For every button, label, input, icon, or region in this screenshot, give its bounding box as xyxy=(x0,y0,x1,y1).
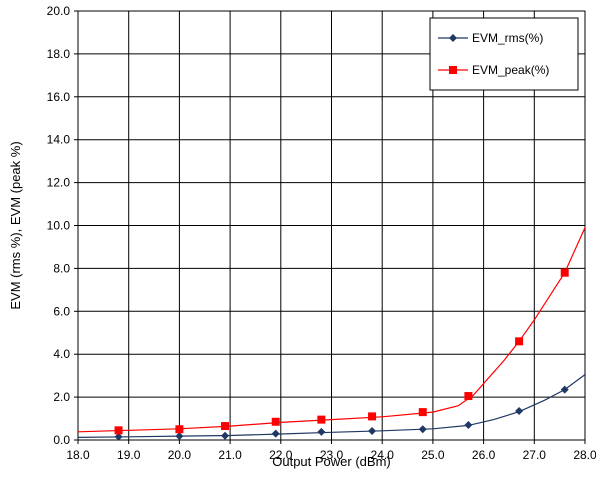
x-tick-label: 19.0 xyxy=(117,448,141,462)
data-point xyxy=(175,432,184,441)
x-axis: 18.0 19.0 20.0 21.0 22.0 23.0 24.0 25.0 26.0 27.0… xyxy=(66,440,596,462)
legend-label: EVM_rms(%) xyxy=(472,31,543,45)
y-tick-label: 2.0 xyxy=(53,390,70,404)
y-tick-label: 16.0 xyxy=(47,90,71,104)
data-point xyxy=(114,432,123,441)
x-tick-label: 22.0 xyxy=(269,448,293,462)
x-tick-label: 25.0 xyxy=(421,448,445,462)
series-line xyxy=(77,374,586,438)
series-line xyxy=(77,227,586,433)
x-tick-label: 24.0 xyxy=(371,448,395,462)
x-tick-label: 28.0 xyxy=(573,448,596,462)
data-point xyxy=(317,415,326,424)
y-axis: 0.0 2.0 4.0 6.0 8.0 10.0 12.0 14.0 16.0 18.0 20.0 xyxy=(47,4,78,447)
y-tick-label: 4.0 xyxy=(53,347,70,361)
data-point xyxy=(560,268,569,277)
x-tick-label: 26.0 xyxy=(472,448,496,462)
data-point xyxy=(515,407,524,416)
data-point xyxy=(464,392,473,401)
y-tick-label: 8.0 xyxy=(53,261,70,275)
legend-label: EVM_peak(%) xyxy=(472,63,549,77)
data-point xyxy=(464,420,473,429)
series-evm-peak xyxy=(77,227,586,435)
data-point xyxy=(221,422,230,431)
data-point xyxy=(114,426,123,435)
series xyxy=(77,227,586,441)
data-point xyxy=(515,337,524,346)
x-axis-title: Output Power (dBm) xyxy=(272,454,391,469)
y-tick-label: 14.0 xyxy=(47,133,71,147)
legend-item: EVM_rms(%) xyxy=(438,31,543,45)
data-point xyxy=(560,385,569,394)
y-axis-title: EVM (rms %), EVM (peak %) xyxy=(8,141,23,309)
x-tick-label: 27.0 xyxy=(523,448,547,462)
data-point xyxy=(418,408,427,417)
y-tick-label: 12.0 xyxy=(47,176,71,190)
y-tick-label: 6.0 xyxy=(53,304,70,318)
legend-marker xyxy=(449,66,457,74)
legend-marker xyxy=(449,34,457,42)
y-tick-label: 18.0 xyxy=(47,47,71,61)
data-point xyxy=(221,431,230,440)
y-tick-label: 0.0 xyxy=(53,433,70,447)
data-point xyxy=(271,417,280,426)
x-tick-label: 18.0 xyxy=(66,448,90,462)
series-evm-rms xyxy=(77,374,586,441)
data-point xyxy=(368,426,377,435)
data-point xyxy=(368,412,377,421)
y-tick-label: 20.0 xyxy=(47,4,71,18)
x-tick-label: 20.0 xyxy=(168,448,192,462)
data-point xyxy=(418,425,427,434)
x-tick-label: 21.0 xyxy=(218,448,242,462)
x-tick-label: 23.0 xyxy=(320,448,344,462)
y-tick-label: 10.0 xyxy=(47,219,71,233)
legend-box xyxy=(429,17,579,91)
data-point xyxy=(175,425,184,434)
data-point xyxy=(317,427,326,436)
data-point xyxy=(271,429,280,438)
legend: EVM_rms(%) EVM_peak(%) xyxy=(429,17,579,91)
legend-item: EVM_peak(%) xyxy=(438,63,549,77)
